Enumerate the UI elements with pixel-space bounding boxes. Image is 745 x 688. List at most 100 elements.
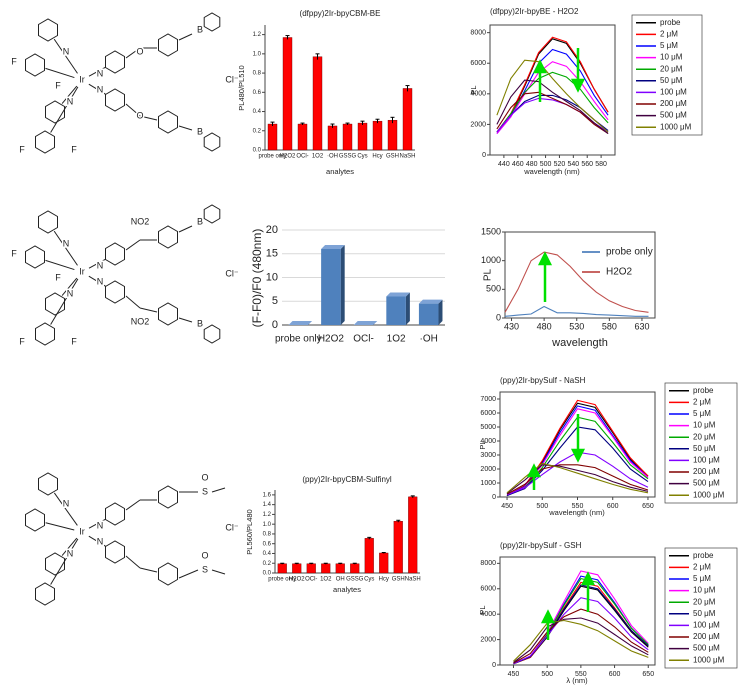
atom-label: O xyxy=(201,472,208,482)
y-axis-label: PL xyxy=(478,440,487,449)
y-tick-label: 5 xyxy=(272,295,278,307)
x-tick-label: 450 xyxy=(508,671,520,678)
y-tick-label: 0.0 xyxy=(263,571,272,577)
legend-label: 5 μM xyxy=(693,409,711,418)
plot-frame xyxy=(504,231,656,319)
y-tick-label: 0 xyxy=(492,494,496,501)
x-tick-label: 580 xyxy=(602,321,617,331)
legend-label: 50 μM xyxy=(660,76,683,85)
x-tick-label: 550 xyxy=(572,503,584,510)
chart-title: (ppy)2Ir-bpyCBM-Sulfinyl xyxy=(302,475,392,484)
x-tick-label: Cys xyxy=(357,154,367,160)
atom-label: N xyxy=(97,536,104,546)
y-tick-label: 500 xyxy=(486,284,501,294)
y-tick-label: 2000 xyxy=(480,636,496,643)
spectrum-line xyxy=(504,251,649,313)
arrow-head xyxy=(532,59,548,74)
atom-label: N xyxy=(97,68,104,78)
ring xyxy=(105,242,125,266)
arrow-head xyxy=(570,448,586,463)
y-tick-label: 0 xyxy=(272,319,278,331)
bond xyxy=(211,487,226,493)
legend-label: 20 μM xyxy=(660,64,683,73)
bar xyxy=(350,563,360,574)
atom-label: Cl⁻ xyxy=(225,522,238,532)
y-tick-label: 0.2 xyxy=(253,128,262,134)
legend-label: 1000 μM xyxy=(693,655,725,664)
atom-label: N xyxy=(63,238,70,248)
atom-label: S xyxy=(202,486,208,496)
atom-label: Ir xyxy=(79,74,85,84)
x-axis-label: analytes xyxy=(333,585,361,594)
legend-label: 10 μM xyxy=(660,53,683,62)
arrow-head xyxy=(580,571,596,586)
bond xyxy=(139,567,158,573)
atom-label: N xyxy=(67,96,74,106)
bar xyxy=(277,563,287,574)
x-axis-label: wavelength xyxy=(551,337,608,349)
bar xyxy=(335,563,345,574)
x-tick-label: NaSH xyxy=(405,577,421,583)
x-tick-label: probe only xyxy=(268,577,296,583)
x-tick-label: 580 xyxy=(595,161,607,168)
bar-side xyxy=(340,245,345,325)
y-tick-label: 4000 xyxy=(480,438,496,445)
y-tick-label: 0.2 xyxy=(263,561,272,567)
bar xyxy=(364,538,374,574)
atom-label: N xyxy=(97,260,104,270)
ring xyxy=(105,50,125,74)
y-tick-label: 0.0 xyxy=(253,148,262,154)
atom-label: N xyxy=(63,46,70,56)
chart-title: (ppy)2Ir-bpySulf - GSH xyxy=(500,541,582,550)
bond xyxy=(178,125,193,131)
atom-label: F xyxy=(71,144,77,154)
x-tick-label: OCl- xyxy=(296,154,308,160)
atom-label: N xyxy=(67,548,74,558)
x-tick-label: OCl- xyxy=(353,334,374,345)
y-tick-label: 7000 xyxy=(480,396,496,403)
bar xyxy=(386,296,406,325)
x-tick-label: 520 xyxy=(554,161,566,168)
x-tick-label: 530 xyxy=(569,321,584,331)
x-tick-label: 500 xyxy=(541,671,553,678)
y-tick-label: 0.6 xyxy=(253,90,262,96)
spectrum-line xyxy=(506,464,649,494)
y-tick-label: 1500 xyxy=(481,226,501,236)
legend-label: 500 μM xyxy=(660,111,687,120)
spectrum-line xyxy=(504,305,649,317)
atom-label: NO2 xyxy=(131,216,150,226)
y-tick-label: 0.4 xyxy=(263,551,272,557)
bond xyxy=(211,569,226,575)
x-tick-label: Hcy xyxy=(372,154,382,160)
x-axis-label: wavelength (nm) xyxy=(548,508,605,517)
legend-label: 20 μM xyxy=(693,597,716,606)
bar-side xyxy=(405,292,410,325)
atom-label: B xyxy=(197,318,203,328)
atom-label: O xyxy=(136,110,143,120)
atom-label: N xyxy=(97,84,104,94)
ring xyxy=(203,204,221,224)
arrow-head xyxy=(537,251,553,266)
x-tick-label: 480 xyxy=(537,321,552,331)
bond xyxy=(139,307,158,313)
y-tick-label: 0 xyxy=(482,152,486,159)
atom-label: Ir xyxy=(79,266,85,276)
legend-label: 5 μM xyxy=(693,574,711,583)
ring xyxy=(25,245,45,269)
x-tick-label: 650 xyxy=(642,671,654,678)
spectrum-line xyxy=(496,79,609,135)
atom-label: B xyxy=(197,216,203,226)
plot-frame xyxy=(489,24,616,156)
spectrum-line xyxy=(513,608,649,664)
y-tick-label: 0 xyxy=(496,312,501,322)
chart-title: (ppy)2Ir-bpySulf - NaSH xyxy=(500,376,586,385)
x-tick-label: Hcy xyxy=(379,577,389,583)
atom-label: S xyxy=(202,564,208,574)
bond xyxy=(88,258,106,269)
legend-label: probe xyxy=(693,551,714,560)
bond xyxy=(53,38,78,74)
